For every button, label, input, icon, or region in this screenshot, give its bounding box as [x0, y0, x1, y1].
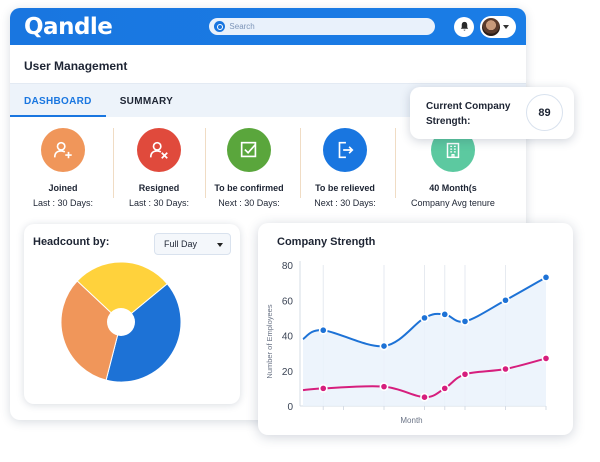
y-tick-label: 20	[282, 367, 294, 378]
stat-joined-badge	[41, 128, 85, 172]
exit-icon	[338, 141, 354, 159]
headcount-filter-select[interactable]: Full Day	[154, 233, 231, 255]
data-point[interactable]	[318, 383, 328, 393]
stat-sub: Last : 30 Days:	[32, 198, 94, 208]
chart-title: Company Strength	[277, 236, 376, 248]
search-input[interactable]: Search	[209, 18, 436, 35]
current-strength-label: Current Company Strength:	[426, 101, 511, 127]
y-tick-label: 0	[287, 402, 293, 413]
series-area	[303, 277, 546, 406]
data-point[interactable]	[420, 392, 429, 402]
tab-dashboard[interactable]: DASHBOARD	[10, 96, 106, 117]
stat-label: To be confirmed	[214, 183, 284, 193]
stats-row: Joined Last : 30 Days: Resigned Last : 3…	[10, 128, 526, 218]
company-strength-chart: 0 20 40 60 80 Number of Employees Month	[265, 261, 551, 425]
pie-hole	[107, 308, 135, 336]
building-icon	[446, 142, 460, 159]
app-logo[interactable]: Qandle	[24, 13, 113, 40]
y-tick-label: 60	[282, 296, 294, 307]
stat-to-be-confirmed-badge	[227, 128, 271, 172]
divider	[300, 128, 301, 198]
current-strength-value: 89	[526, 94, 563, 131]
user-remove-icon	[149, 141, 168, 159]
data-point[interactable]	[379, 382, 389, 392]
stat-sub: Company Avg tenure	[411, 198, 495, 208]
stat-resigned-badge	[137, 128, 181, 172]
stat-sub: Last : 30 Days:	[128, 198, 190, 208]
checkbox-icon	[240, 141, 257, 158]
headcount-card: Headcount by: Full Day	[24, 224, 240, 404]
data-point[interactable]	[460, 317, 470, 326]
data-point[interactable]	[501, 295, 510, 305]
chevron-down-icon	[503, 24, 509, 29]
stat-joined[interactable]: Joined Last : 30 Days:	[13, 128, 113, 208]
current-strength-card: Current Company Strength: 89	[410, 87, 574, 139]
data-point[interactable]	[501, 364, 510, 374]
headcount-title: Headcount by:	[33, 236, 110, 248]
data-point[interactable]	[420, 313, 429, 323]
pie-slice[interactable]	[76, 261, 168, 323]
divider	[395, 128, 396, 198]
chevron-down-icon	[217, 243, 223, 247]
stat-to-be-confirmed[interactable]: To be confirmed Next : 30 Days:	[199, 128, 299, 208]
pie-slice[interactable]	[60, 280, 122, 381]
bell-icon	[460, 21, 468, 31]
user-menu[interactable]	[480, 15, 516, 38]
y-tick-label: 80	[282, 261, 294, 272]
page-title: User Management	[24, 59, 128, 73]
data-point[interactable]	[318, 325, 328, 335]
stat-label: To be relieved	[315, 183, 375, 193]
user-add-icon	[53, 141, 72, 159]
stat-label: Resigned	[138, 183, 180, 193]
top-bar: Qandle Search	[10, 8, 526, 45]
tab-summary[interactable]: SUMMARY	[119, 96, 174, 107]
divider	[205, 128, 206, 198]
stat-label: 40 Month(s	[429, 183, 477, 193]
stat-avg-tenure[interactable]: 40 Month(s Company Avg tenure	[403, 128, 503, 208]
search-placeholder: Search	[229, 22, 255, 31]
headcount-pie-chart	[60, 261, 182, 383]
pie-slice[interactable]	[105, 283, 182, 383]
stat-resigned[interactable]: Resigned Last : 30 Days:	[109, 128, 209, 208]
x-axis-label: Month	[400, 416, 422, 425]
y-axis-label: Number of Employees	[265, 304, 274, 378]
stat-sub: Next : 30 Days:	[218, 198, 280, 208]
divider	[113, 128, 114, 198]
data-point[interactable]	[541, 272, 551, 282]
headcount-filter-value: Full Day	[164, 239, 198, 249]
data-point[interactable]	[541, 354, 551, 363]
data-point[interactable]	[440, 309, 450, 319]
stat-to-be-relieved[interactable]: To be relieved Next : 30 Days:	[295, 128, 395, 208]
y-tick-label: 40	[282, 332, 294, 343]
company-strength-card: Company Strength 0 20 40 60 80 Number of Empl…	[258, 223, 573, 435]
stat-label: Joined	[48, 183, 78, 193]
data-point[interactable]	[440, 383, 450, 393]
data-point[interactable]	[460, 369, 470, 379]
notification-button[interactable]	[454, 16, 474, 37]
data-point[interactable]	[379, 341, 389, 351]
stat-sub: Next : 30 Days:	[314, 198, 376, 208]
avatar	[482, 17, 500, 36]
search-icon	[214, 21, 226, 32]
stat-to-be-relieved-badge	[323, 128, 367, 172]
